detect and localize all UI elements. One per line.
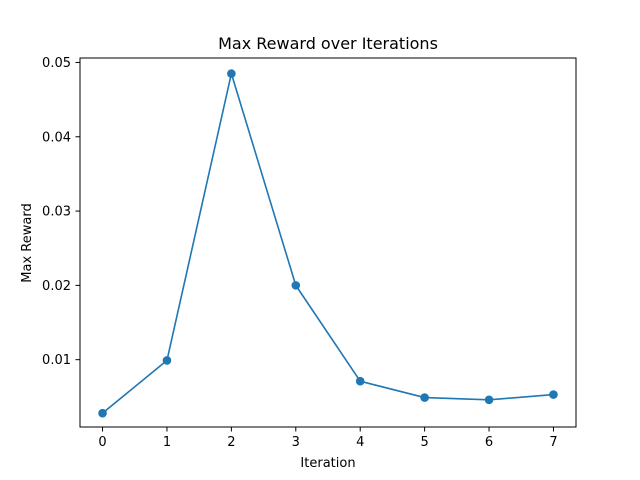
plot-area: 0 1 2 3 4 5 6 7 0.01 0.02 0.03 0.04 0.05 xyxy=(42,56,577,450)
y-tick-label: 0.05 xyxy=(42,56,71,71)
x-axis-title: Iteration xyxy=(300,456,355,471)
data-point xyxy=(420,393,429,402)
x-tick-label: 4 xyxy=(356,435,364,450)
x-tick-label: 0 xyxy=(98,435,106,450)
x-tick-label: 2 xyxy=(227,435,235,450)
data-point xyxy=(227,69,236,78)
data-point xyxy=(549,390,558,399)
y-tick-label: 0.01 xyxy=(42,353,71,368)
y-axis-title: Max Reward xyxy=(20,203,35,282)
y-tick-label: 0.02 xyxy=(42,279,71,294)
axes-frame xyxy=(79,57,577,428)
x-tick-label: 3 xyxy=(292,435,300,450)
data-point xyxy=(162,356,172,365)
x-tick-label: 1 xyxy=(163,435,171,450)
y-tick-label: 0.04 xyxy=(42,130,71,145)
data-point xyxy=(291,281,301,290)
x-tick-label: 7 xyxy=(549,435,557,450)
data-point xyxy=(98,408,107,418)
data-point xyxy=(355,376,365,386)
y-tick-label: 0.03 xyxy=(42,205,71,220)
x-tick-label: 6 xyxy=(485,435,493,450)
data-point xyxy=(484,395,494,405)
series-line xyxy=(102,72,554,414)
chart-title: Max Reward over Iterations xyxy=(218,34,438,53)
x-tick-label: 5 xyxy=(420,435,428,450)
